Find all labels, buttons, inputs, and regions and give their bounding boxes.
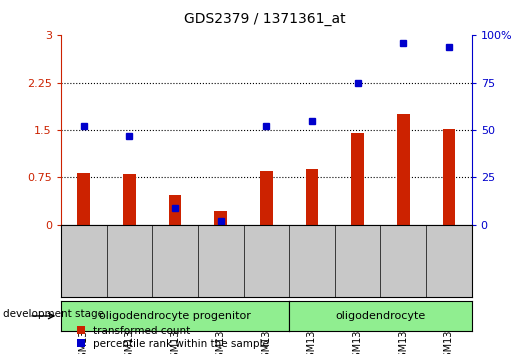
Bar — [306, 169, 318, 225]
Bar — [77, 173, 90, 225]
Bar — [123, 174, 136, 225]
Bar — [215, 211, 227, 225]
Bar — [397, 114, 410, 225]
Text: GDS2379 / 1371361_at: GDS2379 / 1371361_at — [184, 12, 346, 27]
Bar — [260, 171, 272, 225]
Legend: transformed count, percentile rank within the sample: transformed count, percentile rank withi… — [77, 326, 269, 349]
Text: oligodendrocyte: oligodendrocyte — [335, 311, 426, 321]
Bar — [169, 195, 181, 225]
Bar — [443, 129, 455, 225]
Text: oligodendrocyte progenitor: oligodendrocyte progenitor — [99, 311, 251, 321]
Text: development stage: development stage — [3, 309, 104, 319]
Bar — [351, 133, 364, 225]
